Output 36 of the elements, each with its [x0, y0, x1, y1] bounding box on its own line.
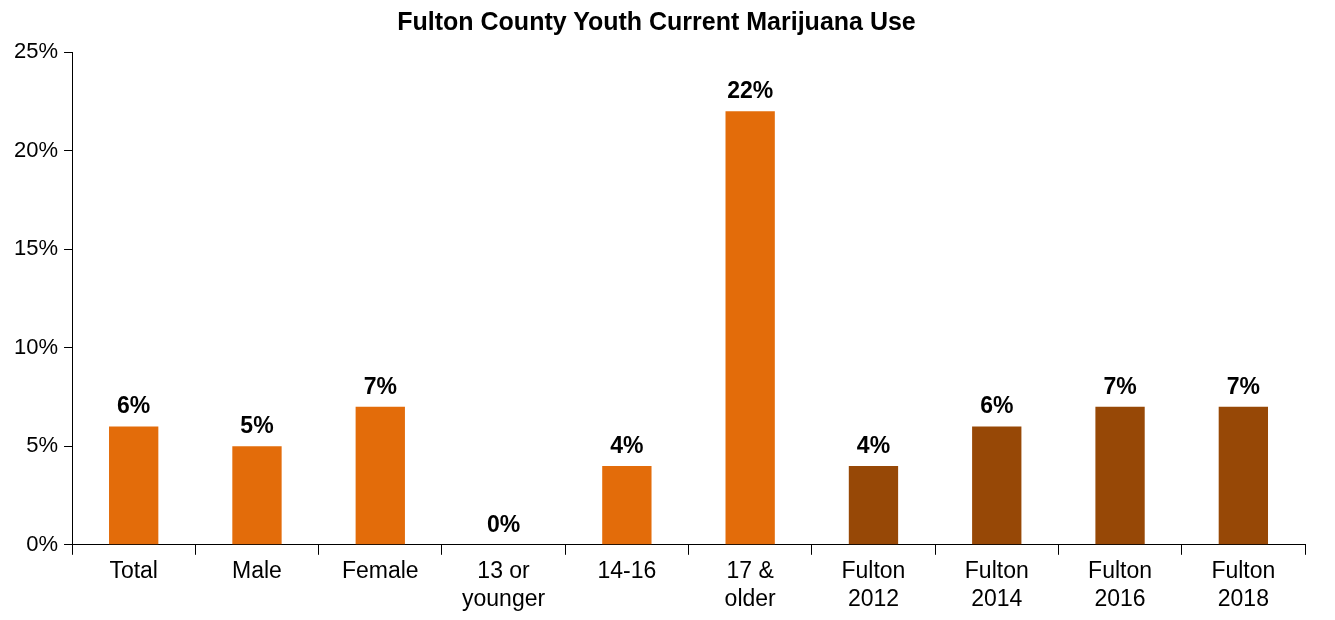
data-label: 6%: [980, 392, 1014, 419]
bar: [109, 426, 159, 545]
bar: [602, 465, 652, 545]
data-label: 7%: [1226, 372, 1260, 399]
data-label: 0%: [486, 510, 521, 537]
bar: [725, 111, 775, 545]
bar: [972, 426, 1022, 545]
x-tick-label: Fulton 2014: [964, 556, 1029, 611]
y-tick-label: 20%: [13, 136, 59, 162]
x-tick-label: Total: [109, 556, 158, 583]
data-label: 5%: [240, 412, 274, 439]
x-tick-label: 14-16: [597, 556, 657, 583]
x-tick-label: Fulton 2012: [841, 556, 906, 611]
y-tick-label: 15%: [13, 235, 59, 261]
y-tick-label: 25%: [13, 38, 59, 64]
x-tick-label: Fulton 2018: [1211, 556, 1276, 611]
x-tick-label: Male: [232, 556, 282, 583]
data-label: 4%: [856, 431, 891, 458]
y-tick-label: 0%: [26, 530, 59, 556]
data-label: 22%: [727, 76, 774, 103]
y-tick-label: 10%: [13, 333, 59, 359]
data-label: 7%: [363, 372, 397, 399]
bar: [355, 406, 405, 545]
bar: [232, 446, 282, 545]
x-tick-label: Female: [341, 556, 419, 583]
chart-title: Fulton County Youth Current Marijuana Use: [397, 6, 916, 35]
y-tick-label: 5%: [26, 432, 59, 458]
data-label: 7%: [1103, 372, 1137, 399]
bar: [848, 465, 899, 545]
data-label: 4%: [610, 431, 644, 458]
x-tick-label: 13 or younger: [462, 556, 546, 611]
x-tick-label: Fulton 2016: [1088, 556, 1153, 611]
bar: [1218, 406, 1269, 545]
x-tick-label: 17 & older: [724, 556, 777, 611]
bar: [1095, 406, 1145, 545]
data-label: 6%: [117, 392, 151, 419]
